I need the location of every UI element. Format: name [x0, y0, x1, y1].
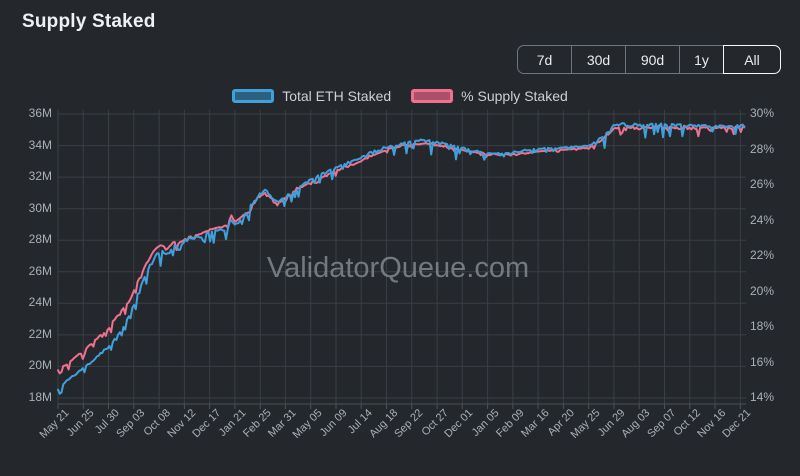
chart-legend: Total ETH Staked % Supply Staked: [0, 86, 800, 106]
y-axis-left-tick: 34M: [28, 137, 52, 152]
y-axis-right-tick: 24%: [750, 212, 775, 227]
y-axis-left-tick: 20M: [28, 358, 52, 373]
y-axis-right-tick: 14%: [750, 390, 775, 404]
y-axis-left-tick: 26M: [28, 263, 52, 278]
y-axis-left-tick: 22M: [28, 326, 52, 341]
legend-swatch-icon: [232, 89, 275, 103]
y-axis-right-tick: 18%: [750, 319, 775, 333]
legend-label: Total ETH Staked: [282, 88, 392, 104]
legend-swatch-icon: [411, 89, 454, 103]
range-button-7d[interactable]: 7d: [517, 45, 572, 74]
legend-item-percent-supply-staked[interactable]: % Supply Staked: [411, 88, 568, 104]
legend-item-total-eth-staked[interactable]: Total ETH Staked: [232, 88, 391, 104]
y-axis-left-tick: 32M: [28, 169, 52, 184]
legend-label: % Supply Staked: [461, 88, 568, 104]
range-button-1y[interactable]: 1y: [679, 45, 724, 74]
y-axis-left-tick: 28M: [28, 232, 52, 247]
y-axis-right-tick: 28%: [750, 141, 775, 156]
range-button-90d[interactable]: 90d: [625, 45, 680, 74]
page-title: Supply Staked: [22, 11, 156, 32]
y-axis-left-tick: 30M: [28, 200, 52, 215]
y-axis-left-tick: 18M: [28, 390, 52, 404]
watermark: ValidatorQueue.com: [266, 252, 530, 284]
y-axis-right-tick: 16%: [750, 354, 775, 369]
y-axis-left-tick: 36M: [28, 106, 52, 120]
range-button-all[interactable]: All: [723, 45, 781, 74]
range-button-30d[interactable]: 30d: [571, 45, 626, 74]
y-axis-left-tick: 24M: [28, 295, 52, 310]
y-axis-right-tick: 26%: [750, 177, 775, 191]
y-axis-right-tick: 22%: [750, 248, 775, 262]
y-axis-right-tick: 30%: [750, 106, 775, 120]
time-range-button-group: 7d 30d 90d 1y All: [517, 45, 781, 74]
y-axis-right-tick: 20%: [750, 283, 775, 298]
